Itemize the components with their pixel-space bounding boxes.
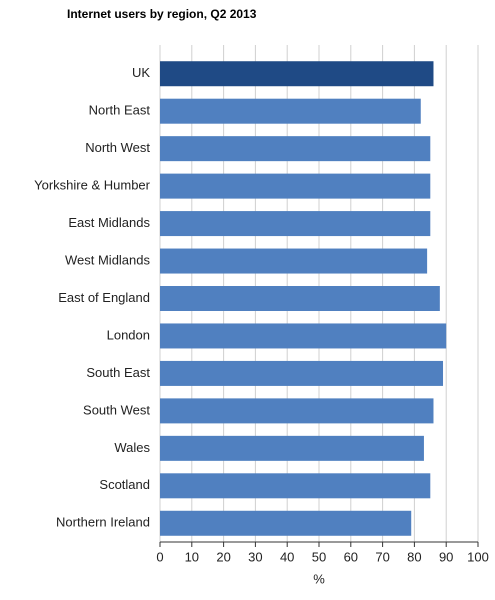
- x-tick-label: 30: [248, 549, 262, 564]
- bar: [160, 323, 447, 349]
- x-axis-title: %: [313, 571, 325, 586]
- x-tick-label: 20: [216, 549, 230, 564]
- bar: [160, 248, 428, 274]
- y-tick-label: Yorkshire & Humber: [34, 178, 151, 193]
- x-tick-label: 60: [344, 549, 358, 564]
- bar: [160, 211, 431, 237]
- y-tick-label: London: [107, 327, 150, 342]
- y-tick-label: Wales: [114, 440, 150, 455]
- x-tick-label: 50: [312, 549, 326, 564]
- y-tick-label: South West: [83, 402, 150, 417]
- x-tick-label: 40: [280, 549, 294, 564]
- x-tick-label: 10: [185, 549, 199, 564]
- bar: [160, 473, 431, 499]
- y-tick-label: West Midlands: [65, 252, 151, 267]
- x-tick-label: 0: [156, 549, 163, 564]
- bar: [160, 61, 434, 87]
- y-tick-label: North West: [85, 140, 150, 155]
- x-tick-label: 100: [467, 549, 489, 564]
- y-tick-label: East of England: [58, 290, 150, 305]
- chart-title: Internet users by region, Q2 2013: [67, 7, 257, 21]
- bar: [160, 398, 434, 424]
- bar: [160, 173, 431, 199]
- bar: [160, 136, 431, 162]
- bar: [160, 510, 412, 536]
- bar: [160, 360, 444, 386]
- bar: [160, 286, 440, 311]
- y-tick-label: North East: [89, 103, 151, 118]
- bar: [160, 98, 421, 124]
- y-tick-label: East Midlands: [68, 215, 150, 230]
- y-tick-label: Northern Ireland: [56, 515, 150, 530]
- x-tick-label: 80: [407, 549, 421, 564]
- y-tick-label: UK: [132, 65, 150, 80]
- bar: [160, 435, 424, 461]
- y-tick-label: South East: [86, 365, 150, 380]
- x-tick-label: 90: [439, 549, 453, 564]
- x-tick-label: 70: [375, 549, 389, 564]
- y-tick-label: Scotland: [99, 477, 150, 492]
